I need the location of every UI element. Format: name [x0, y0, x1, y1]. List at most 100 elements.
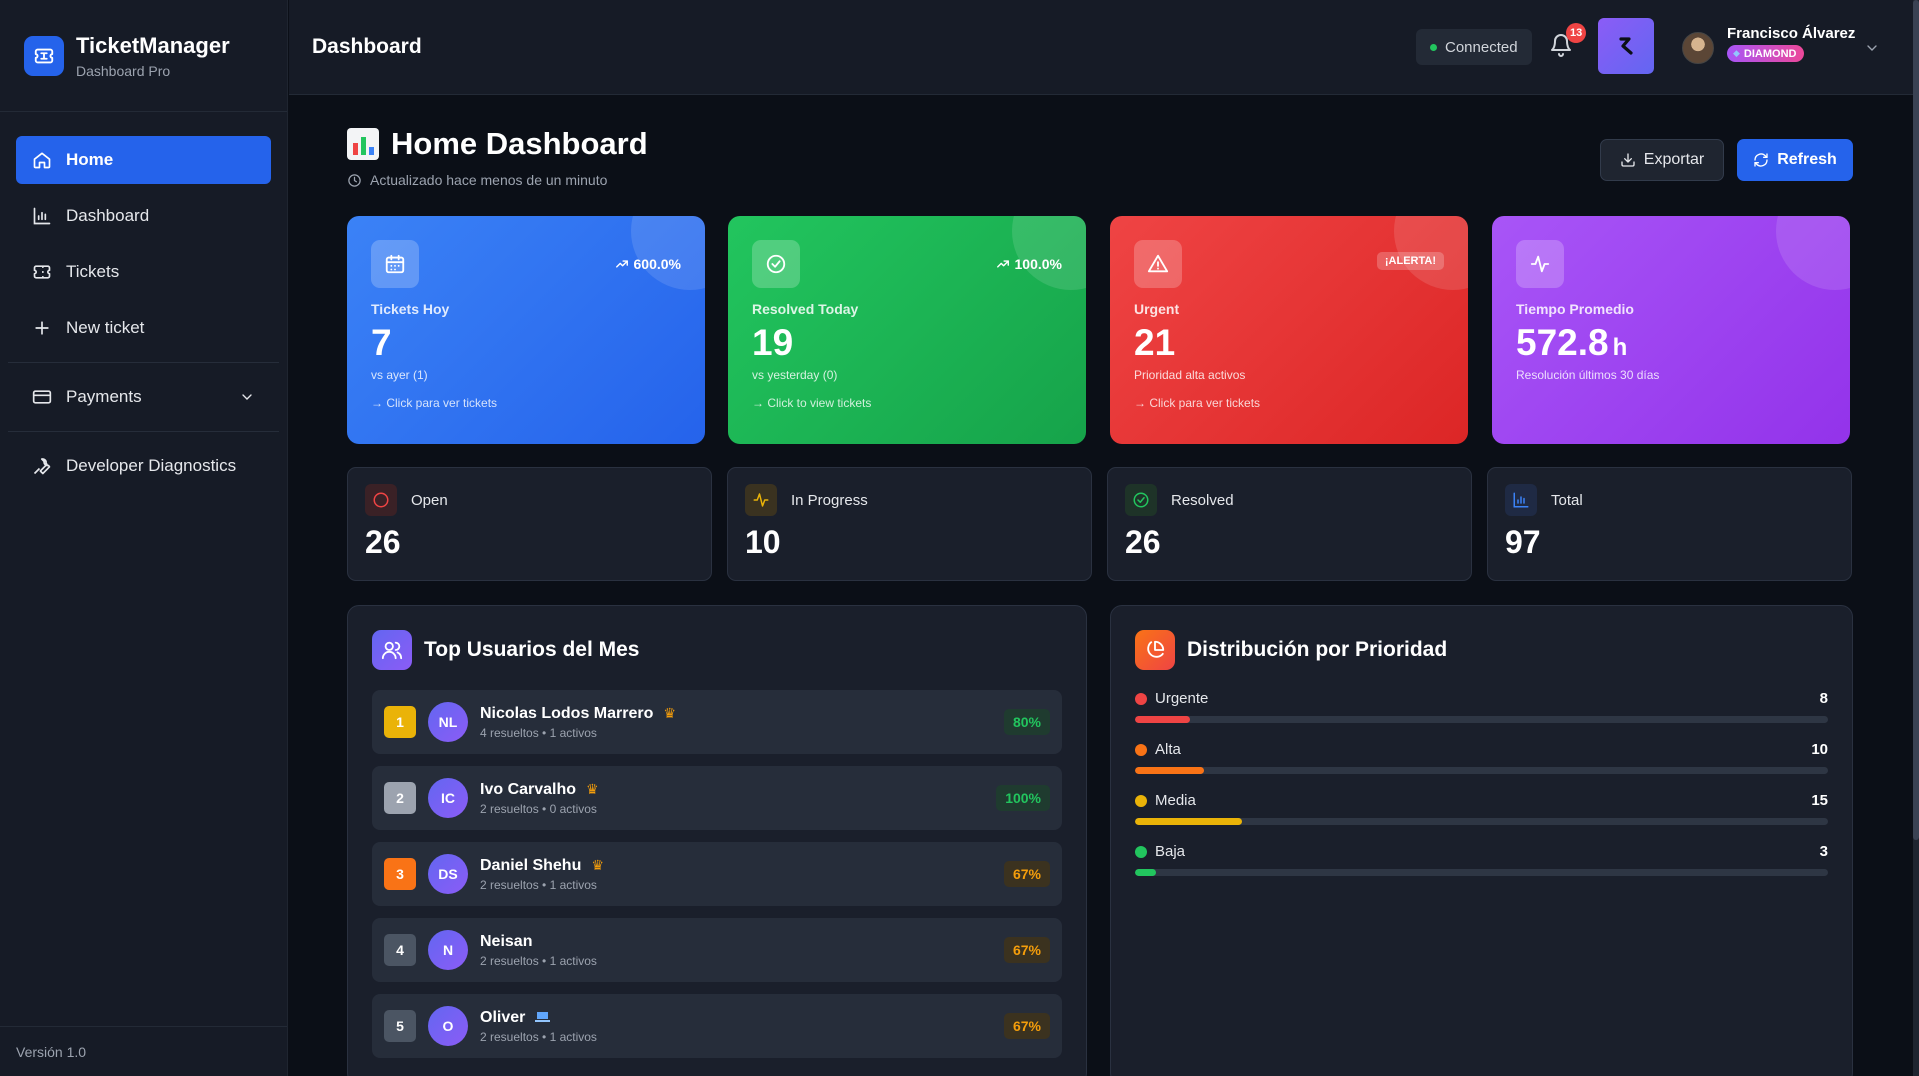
alert-badge: ¡ALERTA!	[1376, 252, 1444, 270]
list-item[interactable]: 4 N Neisan 2 resueltos • 1 activos 67%	[372, 918, 1062, 982]
priority-count: 8	[1819, 690, 1828, 707]
priority-label: Baja	[1155, 843, 1186, 860]
brand[interactable]: TicketManager Dashboard Pro	[0, 0, 287, 112]
kpi-link[interactable]: → Click para ver tickets	[1134, 396, 1261, 410]
chevron-down-icon[interactable]	[1864, 40, 1880, 56]
scrollbar-thumb[interactable]	[1913, 0, 1919, 840]
stat-label: In Progress	[791, 491, 868, 509]
stat-card-total[interactable]: Total 97	[1487, 467, 1852, 581]
priority-bar-track	[1135, 818, 1828, 825]
topbar-title: Dashboard	[312, 35, 422, 58]
home-icon	[33, 152, 51, 169]
top-users-panel: Top Usuarios del Mes 1 NL Nicolas Lodos …	[347, 605, 1087, 1076]
kpi-card-tickets-today[interactable]: 600.0% Tickets Hoy 7 vs ayer (1) → Click…	[347, 216, 705, 444]
kpi-link[interactable]: → Click to view tickets	[752, 396, 872, 410]
avatar: O	[428, 1006, 468, 1046]
plus-icon	[35, 321, 49, 335]
stat-card-in-progress[interactable]: In Progress 10	[727, 467, 1092, 581]
priority-bar-fill	[1135, 716, 1191, 723]
list-item[interactable]: 3 DS Daniel Shehu ♛ 2 resueltos • 1 activ…	[372, 842, 1062, 906]
stat-card-resolved[interactable]: Resolved 26	[1107, 467, 1472, 581]
kpi-trend-value: 600.0%	[633, 256, 681, 272]
stat-card-open[interactable]: Open 26	[347, 467, 712, 581]
clock-icon	[348, 173, 361, 187]
rank-badge: 1	[384, 706, 416, 738]
topbar: Dashboard Connected 13 Francisco Álvarez…	[289, 0, 1913, 95]
list-item[interactable]: 5 O Oliver 2 resueltos • 1 activos 67%	[372, 994, 1062, 1058]
rank-badge: 4	[384, 934, 416, 966]
priority-label: Media	[1155, 792, 1196, 809]
stat-value: 10	[745, 524, 781, 560]
resolution-rate-badge: 100%	[996, 785, 1050, 811]
main-content: Home Dashboard Actualizado hace menos de…	[289, 96, 1913, 1076]
trending-up-icon	[996, 260, 1009, 268]
card-decoration	[1776, 216, 1850, 290]
priority-dot-icon	[1135, 794, 1147, 807]
avatar: NL	[428, 702, 468, 742]
last-updated-text: Actualizado hace menos de un minuto	[370, 172, 608, 188]
resolution-rate-badge: 67%	[1003, 861, 1050, 887]
priority-bar-track	[1135, 869, 1828, 876]
user-stats: 2 resueltos • 0 activos	[480, 801, 597, 816]
sidebar-item-developer-diagnostics[interactable]: Developer Diagnostics	[16, 442, 271, 490]
priority-bar-track	[1135, 716, 1828, 723]
activity-icon	[1516, 240, 1564, 288]
export-button[interactable]: Exportar	[1600, 139, 1724, 181]
brand-subtitle: Dashboard Pro	[76, 62, 171, 79]
bar-chart-icon	[33, 207, 51, 225]
sidebar-item-tickets[interactable]: Tickets	[16, 248, 271, 296]
refresh-button[interactable]: Refresh	[1737, 139, 1853, 181]
priority-label: Alta	[1155, 741, 1181, 758]
card-decoration	[631, 216, 705, 290]
stat-label: Open	[411, 491, 448, 509]
avatar: DS	[428, 854, 468, 894]
page-scrollbar[interactable]	[1913, 0, 1919, 1076]
panel-title: Distribución por Prioridad	[1187, 638, 1448, 661]
priority-row-baja: Baja 3	[1135, 843, 1828, 876]
user-tier-label: DIAMOND	[1743, 47, 1797, 60]
user-avatar[interactable]	[1682, 32, 1714, 64]
sidebar-item-payments[interactable]: Payments	[16, 373, 271, 421]
priority-list: Urgente 8 Alta 10 Media 15 Baja 3	[1135, 690, 1828, 876]
sidebar-item-label: Dashboard	[66, 206, 150, 225]
panel-title: Top Usuarios del Mes	[424, 638, 640, 661]
bell-icon[interactable]	[1549, 33, 1573, 57]
user-stats: 2 resueltos • 1 activos	[480, 953, 597, 968]
kpi-card-urgent[interactable]: ¡ALERTA! Urgent 21 Prioridad alta activo…	[1110, 216, 1468, 444]
sidebar: TicketManager Dashboard Pro Home Dashboa…	[0, 0, 288, 1076]
sidebar-item-label: Payments	[66, 387, 142, 406]
list-item[interactable]: 2 IC Ivo Carvalho ♛ 2 resueltos • 0 activ…	[372, 766, 1062, 830]
check-circle-icon	[1125, 484, 1157, 516]
sidebar-item-label: Tickets	[66, 262, 120, 281]
stat-label: Resolved	[1171, 491, 1234, 509]
brand-mark-icon	[1619, 37, 1633, 55]
priority-dot-icon	[1135, 845, 1147, 858]
sidebar-item-new-ticket[interactable]: New ticket	[16, 304, 271, 352]
kpi-card-average-time: Tiempo Promedio 572.8 h Resolución último…	[1492, 216, 1850, 444]
kpi-link[interactable]: → Click para ver tickets	[371, 396, 498, 410]
priority-row-urgente: Urgente 8	[1135, 690, 1828, 723]
list-item[interactable]: 1 NL Nicolas Lodos Marrero ♛ 4 resueltos …	[372, 690, 1062, 754]
kpi-card-resolved-today[interactable]: 100.0% Resolved Today 19 vs yesterday (0…	[728, 216, 1086, 444]
kpi-value-unit: h	[1612, 334, 1628, 361]
sidebar-item-home[interactable]: Home	[16, 136, 271, 184]
user-stats: 4 resueltos • 1 activos	[480, 725, 597, 740]
refresh-label: Refresh	[1777, 151, 1837, 168]
trending-up-icon	[615, 260, 628, 268]
sidebar-item-label: Developer Diagnostics	[66, 456, 237, 475]
sidebar-item-label: Home	[66, 150, 114, 169]
chevron-down-icon	[242, 394, 252, 400]
kpi-subtext: Prioridad alta activos	[1134, 368, 1246, 382]
user-name: Ivo Carvalho	[480, 780, 577, 798]
sidebar-nav: Home Dashboard Tickets New ticket Paymen…	[0, 112, 287, 490]
crown-icon: ♛	[586, 781, 599, 797]
bar-chart-icon	[1505, 484, 1537, 516]
priority-label: Urgente	[1155, 690, 1209, 707]
user-name[interactable]: Francisco Álvarez	[1727, 25, 1856, 42]
sidebar-item-dashboard[interactable]: Dashboard	[16, 192, 271, 240]
kpi-label: Tiempo Promedio	[1516, 301, 1634, 317]
stat-label: Total	[1551, 491, 1583, 509]
status-dot-icon	[1430, 43, 1437, 51]
priority-count: 10	[1811, 741, 1828, 758]
app-launcher-button[interactable]	[1598, 18, 1654, 74]
